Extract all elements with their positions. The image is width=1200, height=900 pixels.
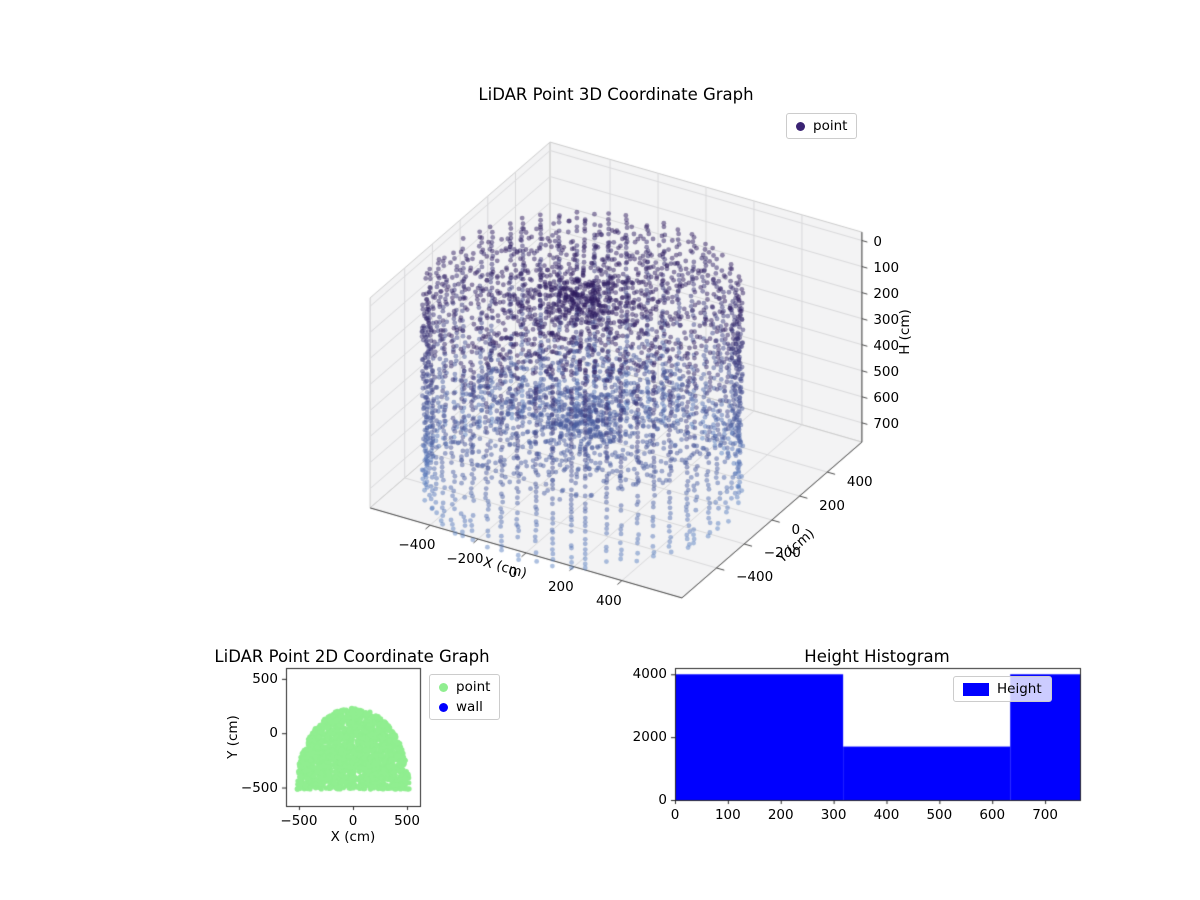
histogram-title: Height Histogram [804, 647, 950, 666]
tick-label: −200 [763, 545, 801, 562]
tick-label: 0 [348, 813, 358, 829]
tick-label: 2000 [632, 729, 667, 746]
point-marker-icon [796, 121, 805, 131]
tick-label: 500 [252, 670, 278, 687]
plot3d-haxis-label: H (cm) [897, 309, 913, 355]
tick-label: 500 [394, 813, 420, 829]
legend-label: point [456, 679, 491, 695]
tick-label: 0 [508, 564, 518, 581]
legend-label: point [813, 118, 848, 134]
tick-label: 400 [873, 807, 900, 823]
legend-entry-height: Height [963, 681, 1042, 697]
legend-entry-point: point [796, 118, 847, 134]
tick-label: 400 [846, 473, 873, 490]
plot3d-title: LiDAR Point 3D Coordinate Graph [478, 85, 754, 104]
legend-label: wall [456, 699, 483, 715]
tick-label: 500 [926, 807, 953, 823]
tick-label: 100 [873, 260, 900, 277]
plot2d-legend: point wall [429, 674, 501, 720]
tick-label: 0 [873, 234, 882, 251]
plot2d-title: LiDAR Point 2D Coordinate Graph [214, 647, 490, 666]
tick-label: −500 [240, 779, 278, 796]
histogram-legend: Height [953, 676, 1052, 702]
legend-label: Height [997, 681, 1042, 697]
tick-label: 200 [547, 578, 574, 595]
tick-label: 0 [791, 521, 801, 538]
plot2d-xaxis-label: X (cm) [330, 829, 376, 845]
legend-entry-point: point [439, 679, 490, 695]
tick-label: 600 [873, 390, 900, 407]
point-marker-icon [439, 682, 448, 692]
plot2d-yaxis-label: Y (cm) [225, 715, 241, 759]
tick-label: 700 [873, 416, 900, 433]
tick-label: 200 [873, 286, 900, 303]
tick-label: 700 [1032, 807, 1058, 823]
tick-label: −200 [446, 551, 484, 568]
legend-entry-wall: wall [439, 699, 490, 715]
tick-label: 300 [820, 807, 847, 823]
tick-label: 100 [714, 807, 741, 823]
tick-label: 300 [873, 312, 900, 329]
tick-label: 500 [873, 364, 900, 381]
tick-label: 0 [269, 725, 278, 742]
tick-label: 0 [658, 792, 667, 808]
tick-label: 200 [767, 807, 794, 823]
tick-label: 4000 [632, 666, 667, 683]
tick-label: 0 [670, 807, 680, 823]
tick-label: 200 [819, 497, 845, 514]
plot3d-legend: point [786, 113, 858, 139]
tick-label: −500 [280, 813, 318, 829]
tick-label: 400 [873, 338, 900, 355]
tick-label: 600 [979, 807, 1006, 823]
wall-marker-icon [439, 702, 448, 712]
tick-label: −400 [398, 537, 436, 554]
tick-label: −400 [736, 569, 774, 586]
height-legend-patch-icon [963, 682, 989, 696]
tick-label: 400 [595, 592, 622, 609]
